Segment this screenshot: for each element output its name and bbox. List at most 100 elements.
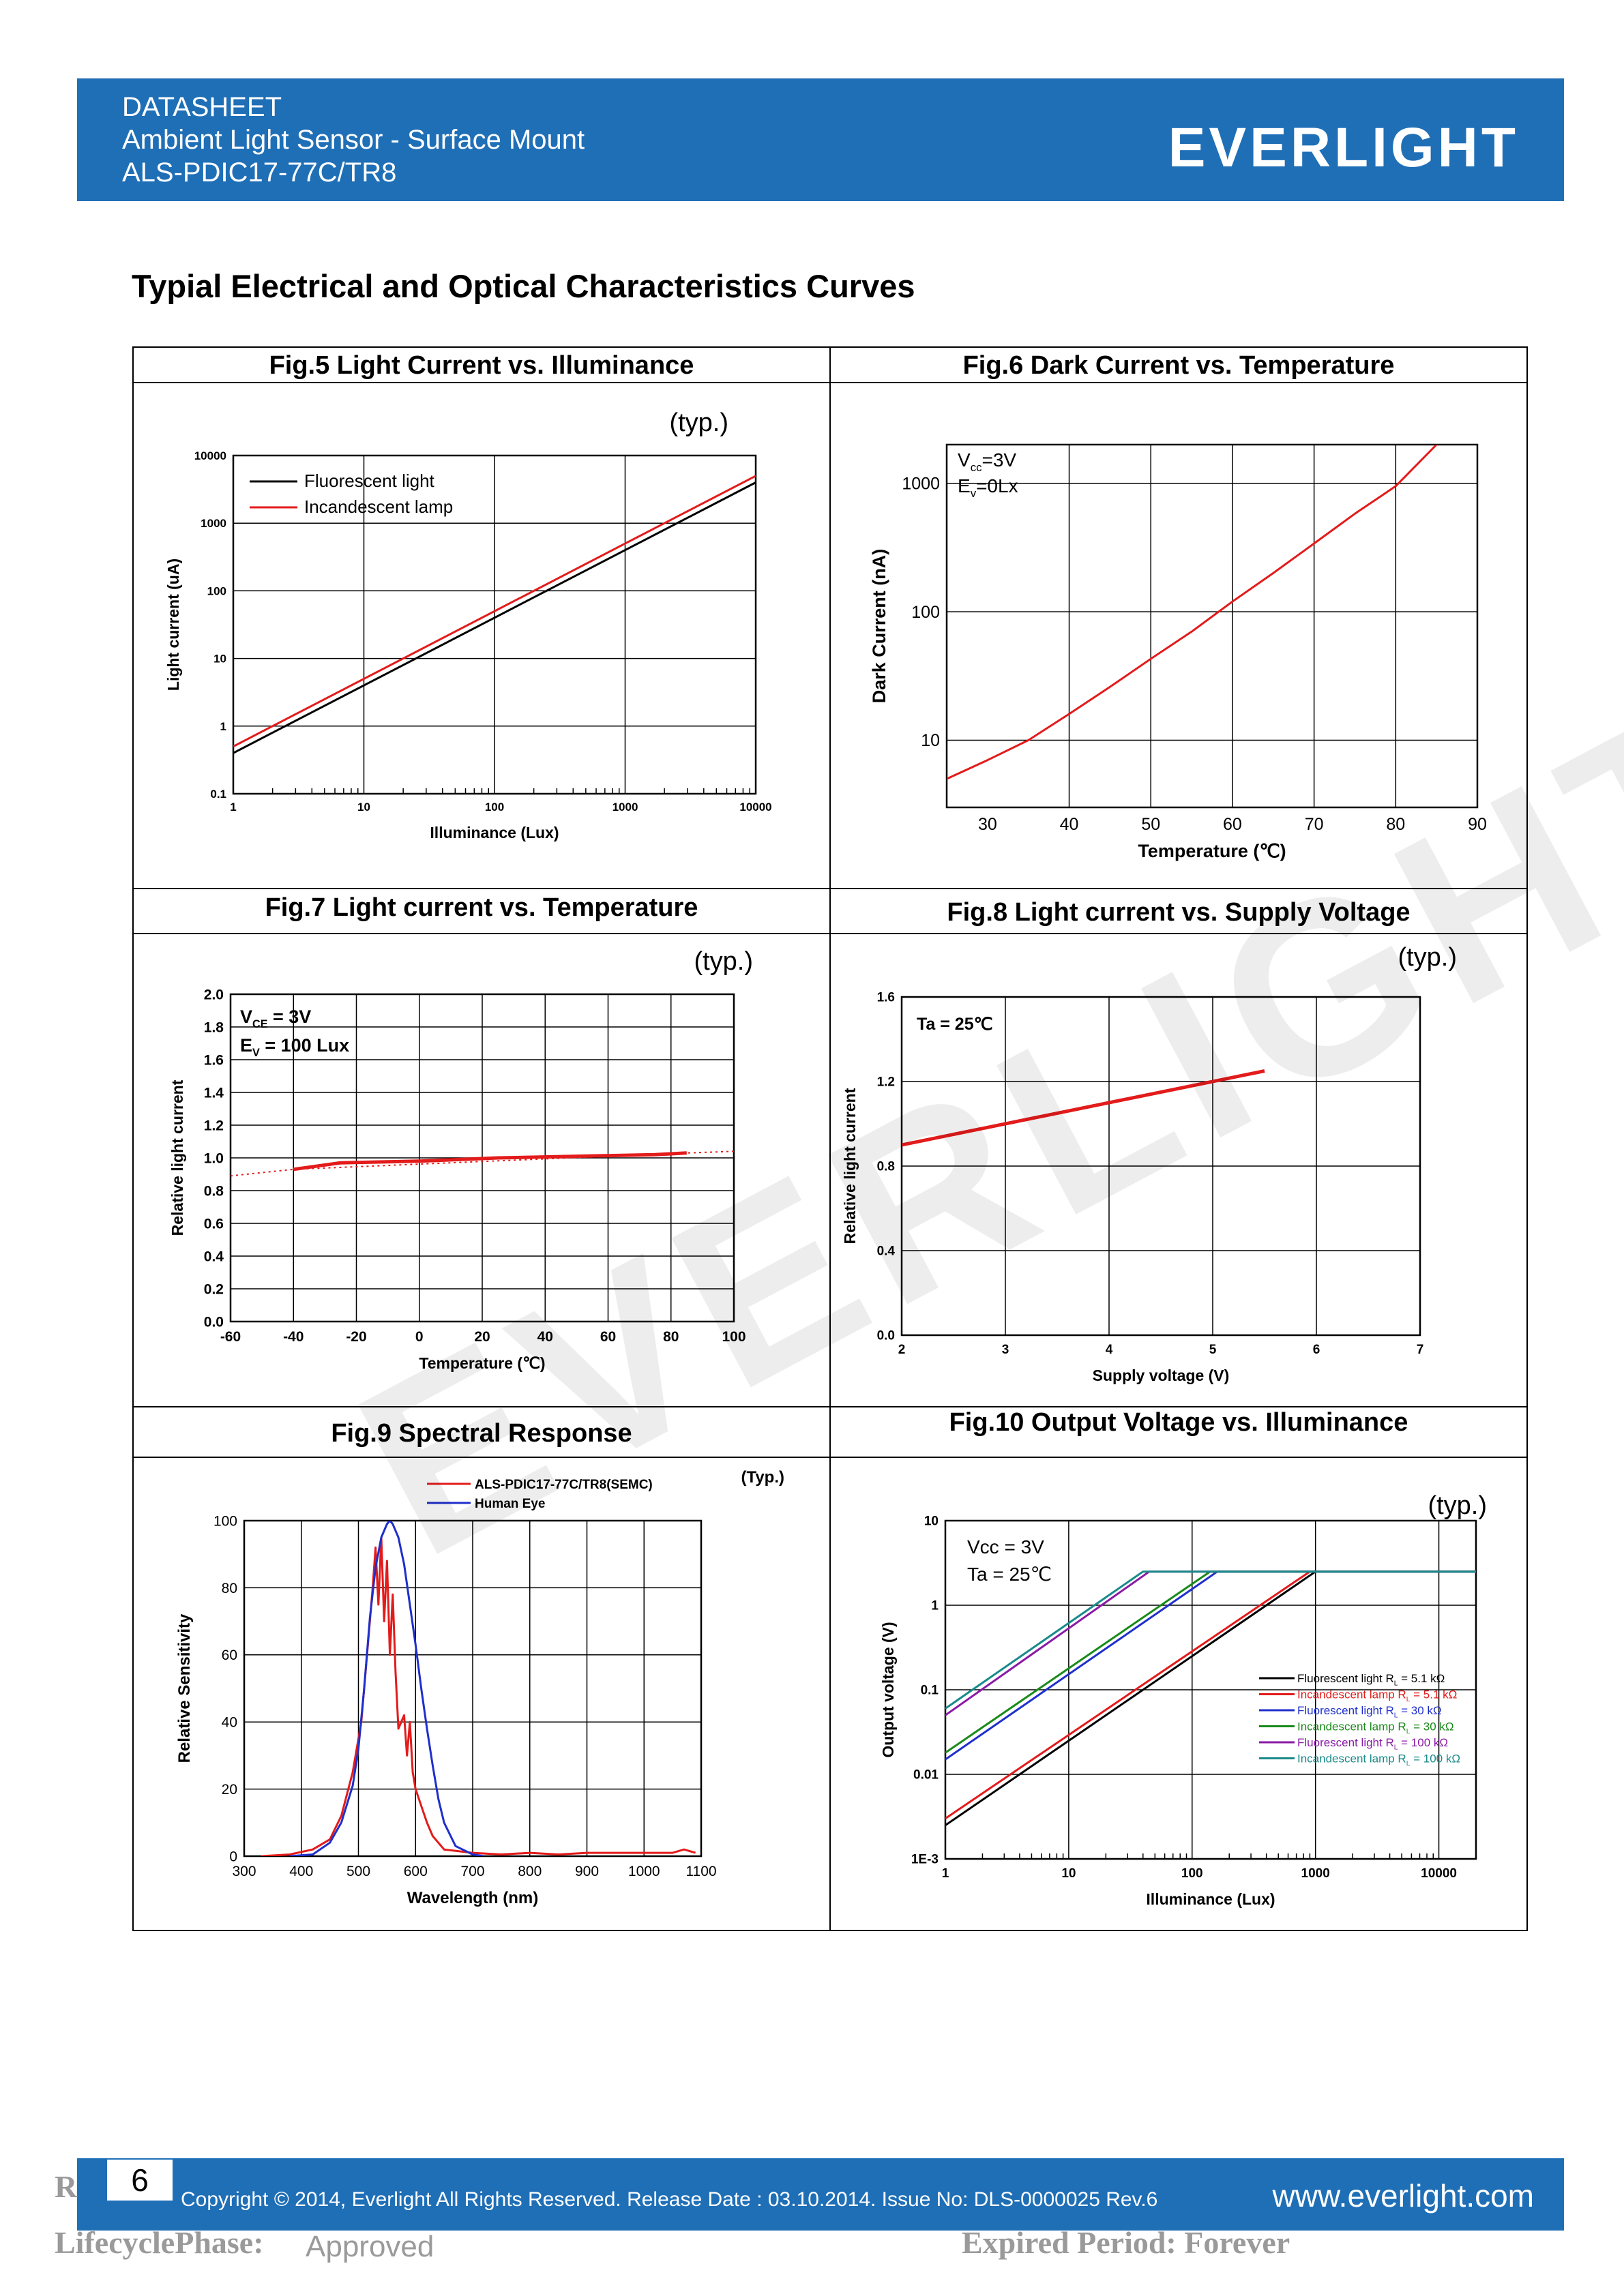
table-border-right (1526, 346, 1528, 1931)
fig6-y-axis-label: Dark Current (nA) (869, 549, 889, 704)
fig9-xtick-label: 800 (518, 1864, 542, 1879)
fig10-ytick-label: 1 (931, 1599, 939, 1613)
fig5-ytick-label: 0.1 (210, 788, 226, 801)
approved-stamp: Approved (306, 2230, 434, 2263)
fig10-ytick-label: 0.1 (921, 1684, 939, 1698)
fig7-title: Fig.7 Light current vs. Temperature (265, 893, 698, 922)
fig9-xtick-label: 700 (460, 1864, 484, 1879)
fig6-annotation-ev: Ev=0Lx (958, 475, 1018, 500)
fig5-series-line-2 (233, 475, 756, 748)
fig5-legend-label: Incandescent lamp (304, 496, 453, 517)
fig10-chart: 1 10 100 1000 10000 1E-3 0.01 0.1 1 10 Illuminance… (879, 1491, 1487, 1908)
fig10-plot-frame (944, 1519, 1477, 1860)
fig7-y-axis-label: Relative light current (168, 1079, 186, 1236)
table-border-left (132, 346, 134, 1931)
fig10-annotation-vcc: Vcc = 3V (967, 1536, 1044, 1557)
table-row-line (132, 382, 1528, 383)
table-row-line (132, 888, 1528, 889)
fig8-xtick-label: 2 (898, 1343, 906, 1357)
fig7-ytick-label: 2.0 (204, 987, 224, 1002)
website-link[interactable]: www.everlight.com (1272, 2178, 1534, 2213)
table-border-top (132, 346, 1528, 348)
fig8-title: Fig.8 Light current vs. Supply Voltage (947, 898, 1411, 927)
fig7-xtick-label: 0 (415, 1329, 424, 1345)
fig7-ytick-label: 0.2 (204, 1281, 224, 1297)
fig7-series-line-1 (293, 1151, 687, 1172)
fig9-y-axis-label: Relative Sensitivity (175, 1613, 194, 1763)
fig5-xtick-label: 10 (357, 801, 370, 814)
fig5-xtick-label: 100 (485, 801, 504, 814)
fig7-chart: -60 -40 -20 0 20 40 60 80 100 0.0 0.2 0.4 0.6 0.8 1.0 1… (168, 947, 753, 1372)
fig9-series-line-1 (261, 1536, 696, 1856)
fig8-ytick-label: 1.6 (877, 991, 895, 1005)
fig7-ytick-label: 0.0 (204, 1314, 224, 1330)
fig7-xtick-label: 20 (474, 1329, 490, 1345)
fig9-title: Fig.9 Spectral Response (331, 1419, 632, 1448)
fig5-y-axis-label: Light current (uA) (164, 558, 182, 691)
fig8-xtick-label: 7 (1417, 1343, 1424, 1357)
fig10-xtick-label: 100 (1181, 1866, 1203, 1881)
footer-bar: 6 Copyright © 2014, Everlight All Rights… (77, 2158, 1564, 2231)
fig7-ytick-label: 0.6 (204, 1216, 224, 1232)
fig9-ytick-label: 100 (213, 1513, 237, 1529)
fig6-xtick-label: 90 (1468, 815, 1487, 834)
header-line-datasheet: DATASHEET (122, 92, 282, 122)
fig5-ytick-label: 10000 (194, 449, 226, 462)
fig6-xtick-label: 80 (1386, 815, 1405, 834)
fig9-xtick-label: 300 (232, 1864, 256, 1879)
fig7-ytick-label: 1.4 (204, 1085, 224, 1101)
fig8-typ-label: (typ.) (1398, 943, 1457, 972)
fig10-legend-label: Fluorescent light RL = 100 kΩ (1297, 1736, 1448, 1751)
fig10-xtick-label: 10 (1061, 1866, 1076, 1881)
fig5-xtick-label: 1 (230, 801, 236, 814)
fig10-legend-label: Incandescent lamp RL = 100 kΩ (1297, 1753, 1460, 1768)
page-number: 6 (107, 2160, 173, 2201)
fig6-xtick-label: 60 (1223, 815, 1242, 834)
fig7-xtick-label: 60 (600, 1329, 616, 1345)
fig6-series-line-1 (947, 445, 1438, 780)
fig7-plot-frame (229, 993, 735, 1323)
header-text: DATASHEET Ambient Light Sensor - Surface… (122, 91, 585, 189)
fig8-chart: 2 3 4 5 6 7 0.0 0.4 0.8 1.2 1.6 Supply voltage (V) R… (841, 943, 1457, 1384)
fig8-y-axis-label: Relative light current (841, 1088, 859, 1244)
fig6-xtick-label: 50 (1141, 815, 1160, 834)
fig8-x-axis-label: Supply voltage (V) (1093, 1367, 1230, 1384)
fig7-series-line-2 (231, 1150, 734, 1177)
fig9-xtick-label: 400 (289, 1864, 313, 1879)
fig8-xtick-label: 6 (1313, 1343, 1320, 1357)
fig10-ytick-label: 0.01 (913, 1768, 939, 1783)
fig10-ytick-label: 10 (924, 1515, 939, 1529)
fig10-xtick-label: 1000 (1301, 1866, 1330, 1881)
fig8-ytick-label: 1.2 (877, 1075, 895, 1090)
fig8-ytick-label: 0.8 (877, 1160, 895, 1174)
table-row-line (132, 1406, 1528, 1407)
fig9-x-axis-label: Wavelength (nm) (407, 1889, 538, 1907)
fig8-ytick-label: 0.4 (877, 1244, 896, 1259)
fig9-plot-frame (243, 1519, 703, 1858)
fig10-title: Fig.10 Output Voltage vs. Illuminance (949, 1408, 1408, 1437)
stamp-left-char: R (55, 2169, 78, 2204)
table-border-bottom (132, 1930, 1528, 1931)
fig9-chart: 300 400 500 600 700 800 900 1000 1100 0 20 40 60 80 10… (175, 1468, 784, 1907)
fig5-ytick-label: 1000 (201, 517, 226, 530)
fig7-ytick-label: 0.8 (204, 1183, 224, 1199)
fig9-ytick-label: 80 (222, 1581, 237, 1596)
fig5-ytick-label: 1 (220, 720, 226, 733)
fig6-xtick-label: 40 (1060, 815, 1079, 834)
fig5-plot-frame (232, 454, 757, 795)
fig8-ytick-label: 0.0 (877, 1329, 895, 1343)
fig7-ytick-label: 0.4 (204, 1249, 224, 1264)
fig5-title: Fig.5 Light Current vs. Illuminance (269, 351, 694, 380)
fig8-xtick-label: 5 (1209, 1343, 1217, 1357)
fig9-xtick-label: 500 (346, 1864, 370, 1879)
fig6-ytick-label: 100 (911, 603, 940, 622)
fig10-typ-label: (typ.) (1428, 1491, 1487, 1520)
fig10-legend-label: Fluorescent light RL = 30 kΩ (1297, 1704, 1442, 1719)
fig10-y-axis-label: Output voltage (V) (879, 1622, 897, 1757)
fig7-annotation-ev: EV = 100 Lux (240, 1035, 349, 1059)
header-line-product-type: Ambient Light Sensor - Surface Mount (122, 125, 585, 155)
fig10-xtick-label: 10000 (1421, 1866, 1457, 1881)
page-title: Typial Electrical and Optical Characteri… (132, 268, 915, 304)
fig7-ytick-label: 1.6 (204, 1052, 224, 1068)
fig7-typ-label: (typ.) (694, 947, 753, 976)
